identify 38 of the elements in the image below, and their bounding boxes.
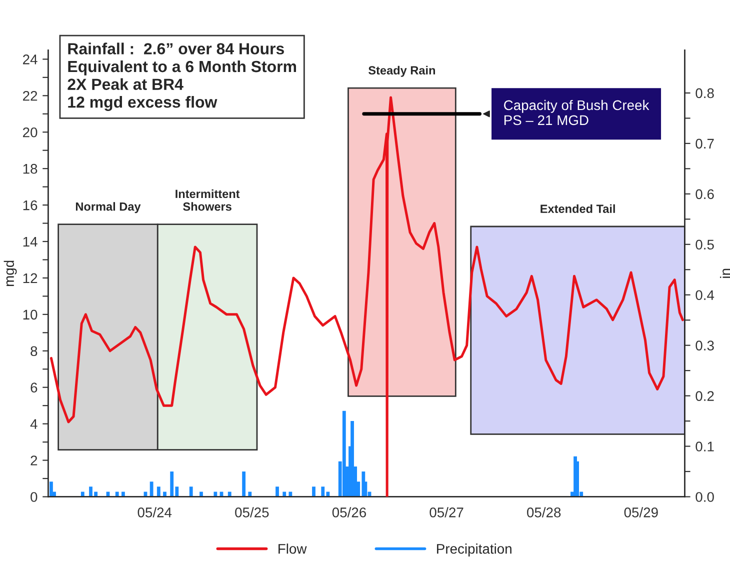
y2-tick-label: 0.8: [696, 88, 714, 98]
y2-tick-label: 0.0: [696, 492, 714, 502]
band-label: Normal Day: [76, 202, 141, 214]
y-tick-label: 4: [30, 419, 38, 429]
y-tick-label: 18: [23, 164, 38, 174]
y-tick-label: 12: [23, 273, 38, 283]
band-label: Extended Tail: [540, 204, 615, 214]
x-tick-label: 05/26: [332, 507, 366, 518]
annotation: Rainfall : 2.6” over 84 Hours Equivalent to a 6 Month Storm 2X Peak at BR4 12 mgd excess flow: [68, 42, 296, 111]
y-tick-label: 16: [23, 200, 38, 210]
band-label: Intermittent Showers: [176, 189, 240, 211]
y2-tick-label: 0.5: [696, 240, 714, 250]
y2-tick-label: 0.1: [696, 442, 714, 452]
y-tick-label: 22: [23, 90, 38, 101]
y-tick-label: 0: [30, 492, 38, 502]
x-tick-label: 05/25: [235, 507, 269, 518]
y-tick-label: 6: [30, 382, 38, 393]
y-tick-label: 8: [30, 346, 38, 356]
y2-tick-label: 0.7: [696, 138, 714, 149]
x-tick-label: 05/24: [138, 507, 172, 518]
x-tick-label: 05/28: [527, 507, 561, 518]
y-tick-label: 14: [23, 236, 38, 247]
y-tick-label: 20: [23, 127, 38, 138]
y2-axis-title: in: [720, 268, 730, 278]
legend-label: Flow: [278, 544, 307, 554]
band-label: Steady Rain: [368, 66, 435, 77]
y2-tick-label: 0.3: [696, 340, 714, 350]
y2-tick-label: 0.6: [696, 189, 714, 200]
x-tick-label: 05/29: [624, 507, 658, 518]
y-tick-label: 10: [23, 310, 38, 320]
y2-tick-label: 0.2: [696, 391, 714, 401]
legend-label: Precipitation: [437, 544, 512, 556]
y2-tick-label: 0.4: [696, 290, 714, 300]
y-axis-title: mgd: [4, 260, 17, 286]
x-tick-label: 05/27: [430, 507, 464, 518]
ref-line-label: Capacity of Bush Creek PS – 21 MGD: [504, 100, 650, 126]
y-tick-label: 2: [30, 456, 38, 466]
y-tick-label: 24: [23, 54, 38, 64]
